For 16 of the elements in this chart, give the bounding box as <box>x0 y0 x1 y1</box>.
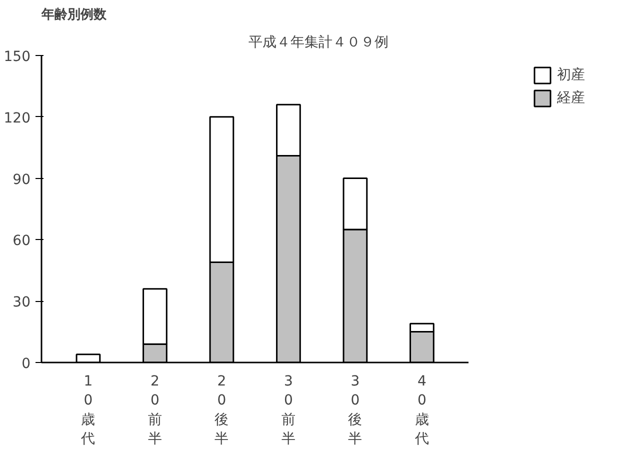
legend-label: 経産 <box>557 89 585 107</box>
y-tick-label: 60 <box>12 233 31 250</box>
x-tick-label: 20前半 <box>148 374 162 448</box>
x-tick-label: 30後半 <box>348 374 362 448</box>
x-tick-label: 20後半 <box>214 374 229 448</box>
y-tick-label: 150 <box>4 49 31 65</box>
y-tick-label: 0 <box>22 356 31 372</box>
legend-label: 初産 <box>557 66 585 84</box>
y-tick-label: 120 <box>4 110 31 126</box>
y-tick-label: 30 <box>12 294 31 311</box>
y-tick-label: 90 <box>12 172 31 188</box>
x-tick-label: 10歳代 <box>80 374 96 448</box>
chart-subtitle: 平成４年集計４０９例 <box>248 34 388 50</box>
chart-title: 年齢別例数 <box>40 8 108 22</box>
x-tick-label: 40歳代 <box>414 374 429 448</box>
x-tick-label: 30前半 <box>281 374 296 448</box>
